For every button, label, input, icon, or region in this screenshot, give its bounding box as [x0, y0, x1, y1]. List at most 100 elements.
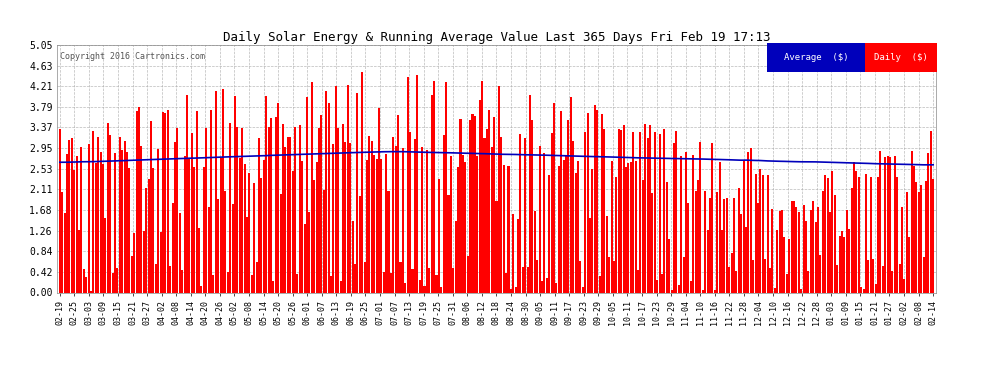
- Bar: [579, 261, 581, 292]
- Bar: [527, 267, 529, 292]
- Bar: [529, 95, 531, 292]
- Bar: [246, 217, 248, 292]
- Bar: [584, 132, 586, 292]
- Bar: [766, 175, 768, 292]
- Bar: [183, 156, 185, 292]
- Bar: [61, 192, 63, 292]
- Bar: [229, 123, 232, 292]
- Bar: [778, 211, 781, 292]
- Bar: [335, 86, 337, 292]
- Bar: [747, 152, 749, 292]
- Bar: [104, 218, 106, 292]
- Bar: [217, 199, 219, 292]
- Bar: [911, 151, 913, 292]
- Bar: [651, 192, 653, 292]
- Bar: [637, 270, 640, 292]
- Bar: [685, 152, 687, 292]
- Text: Average  ($): Average ($): [784, 53, 848, 62]
- Bar: [438, 179, 440, 292]
- Bar: [97, 137, 99, 292]
- Bar: [930, 131, 932, 292]
- Bar: [282, 124, 284, 292]
- Bar: [633, 132, 635, 292]
- Bar: [577, 161, 579, 292]
- Bar: [176, 128, 178, 292]
- Bar: [416, 75, 419, 292]
- Bar: [687, 202, 689, 292]
- Bar: [323, 190, 325, 292]
- Bar: [154, 264, 156, 292]
- Bar: [795, 207, 797, 292]
- Bar: [882, 266, 884, 292]
- Bar: [726, 198, 728, 292]
- Bar: [850, 188, 852, 292]
- Bar: [901, 207, 903, 292]
- Bar: [884, 157, 886, 292]
- Bar: [431, 95, 433, 292]
- Bar: [275, 117, 277, 292]
- Bar: [503, 165, 505, 292]
- Bar: [928, 153, 930, 292]
- Bar: [196, 111, 198, 292]
- Bar: [258, 138, 260, 292]
- FancyBboxPatch shape: [767, 42, 865, 72]
- Bar: [395, 146, 397, 292]
- Bar: [479, 99, 481, 292]
- Bar: [788, 239, 790, 292]
- Bar: [704, 191, 706, 292]
- Bar: [719, 162, 721, 292]
- Bar: [683, 257, 685, 292]
- Bar: [400, 262, 402, 292]
- Bar: [550, 133, 552, 292]
- Bar: [853, 162, 855, 292]
- Bar: [709, 198, 711, 292]
- Bar: [827, 178, 829, 292]
- Bar: [532, 120, 534, 292]
- Bar: [791, 201, 793, 292]
- Bar: [783, 237, 785, 292]
- Bar: [260, 178, 262, 292]
- Bar: [138, 107, 140, 292]
- Bar: [741, 214, 742, 292]
- Bar: [604, 129, 606, 292]
- Bar: [387, 191, 389, 292]
- Bar: [421, 147, 423, 292]
- Bar: [781, 210, 783, 292]
- Bar: [272, 281, 274, 292]
- Bar: [824, 175, 827, 292]
- Bar: [800, 289, 802, 292]
- Bar: [738, 188, 740, 292]
- Bar: [279, 194, 281, 292]
- Bar: [73, 170, 75, 292]
- Bar: [729, 267, 731, 292]
- Bar: [146, 188, 148, 292]
- Bar: [313, 180, 315, 292]
- Bar: [548, 175, 550, 292]
- Bar: [390, 273, 392, 292]
- Bar: [555, 283, 557, 292]
- Bar: [680, 156, 682, 292]
- Bar: [129, 168, 131, 292]
- Bar: [95, 163, 97, 292]
- Bar: [707, 230, 709, 292]
- Bar: [447, 195, 449, 292]
- Bar: [358, 196, 360, 292]
- Bar: [85, 277, 87, 292]
- Bar: [378, 108, 380, 292]
- Bar: [71, 138, 73, 292]
- Bar: [916, 182, 918, 292]
- Bar: [525, 138, 527, 292]
- Bar: [157, 149, 159, 292]
- Bar: [567, 120, 569, 292]
- Bar: [845, 210, 847, 292]
- Bar: [136, 111, 138, 292]
- Bar: [623, 125, 625, 292]
- Bar: [294, 128, 296, 292]
- Bar: [404, 283, 406, 292]
- Bar: [658, 134, 660, 292]
- Bar: [774, 288, 776, 292]
- Bar: [412, 269, 414, 292]
- Bar: [666, 182, 668, 292]
- Bar: [330, 276, 332, 292]
- Bar: [776, 230, 778, 292]
